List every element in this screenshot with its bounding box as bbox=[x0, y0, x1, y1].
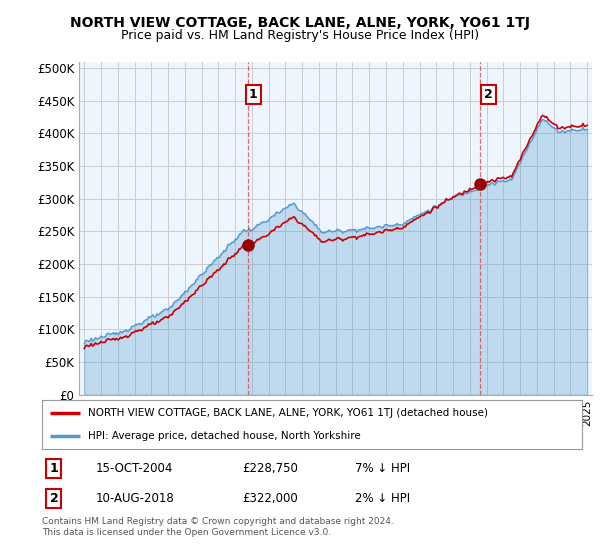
Text: 15-OCT-2004: 15-OCT-2004 bbox=[96, 462, 173, 475]
Text: £322,000: £322,000 bbox=[242, 492, 298, 505]
Text: 2% ↓ HPI: 2% ↓ HPI bbox=[355, 492, 410, 505]
Text: 2: 2 bbox=[484, 88, 493, 101]
Text: 2: 2 bbox=[50, 492, 58, 505]
Text: 1: 1 bbox=[50, 462, 58, 475]
Text: HPI: Average price, detached house, North Yorkshire: HPI: Average price, detached house, Nort… bbox=[88, 431, 361, 441]
Text: NORTH VIEW COTTAGE, BACK LANE, ALNE, YORK, YO61 1TJ (detached house): NORTH VIEW COTTAGE, BACK LANE, ALNE, YOR… bbox=[88, 408, 488, 418]
Text: 10-AUG-2018: 10-AUG-2018 bbox=[96, 492, 175, 505]
Text: NORTH VIEW COTTAGE, BACK LANE, ALNE, YORK, YO61 1TJ: NORTH VIEW COTTAGE, BACK LANE, ALNE, YOR… bbox=[70, 16, 530, 30]
Text: 7% ↓ HPI: 7% ↓ HPI bbox=[355, 462, 410, 475]
Text: Contains HM Land Registry data © Crown copyright and database right 2024.
This d: Contains HM Land Registry data © Crown c… bbox=[42, 517, 394, 537]
Text: Price paid vs. HM Land Registry's House Price Index (HPI): Price paid vs. HM Land Registry's House … bbox=[121, 29, 479, 42]
Text: 1: 1 bbox=[249, 88, 258, 101]
Text: £228,750: £228,750 bbox=[242, 462, 298, 475]
